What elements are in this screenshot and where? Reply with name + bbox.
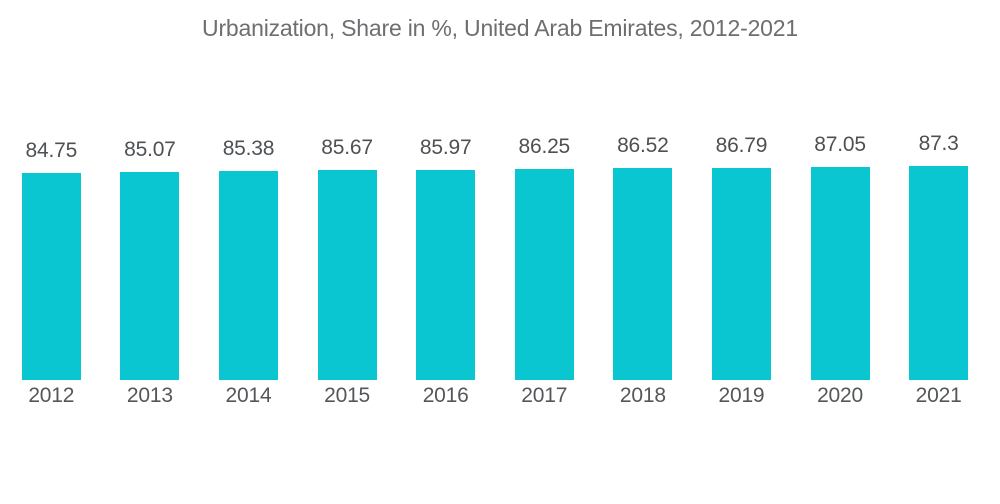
bar-column: 85.38 (199, 137, 298, 380)
x-tick-label: 2016 (422, 384, 469, 407)
bar-2016 (416, 170, 476, 380)
bar-2017 (514, 169, 574, 380)
x-axis: 2012 2013 2014 2015 2016 2017 2018 2019 2020 2021 (2, 384, 988, 408)
bar-column: 85.67 (298, 136, 397, 380)
bar-value-label: 84.75 (25, 139, 78, 162)
x-tick-label: 2019 (718, 384, 765, 407)
bar-value-label: 87.05 (814, 133, 866, 156)
bar-2014 (218, 171, 278, 380)
bar-2018 (613, 168, 673, 380)
x-tick-label: 2020 (817, 384, 863, 407)
x-tick-label: 2018 (619, 384, 666, 407)
bar-value-label: 85.38 (222, 137, 275, 160)
x-tick-label: 2014 (225, 384, 272, 407)
bar-value-label: 86.25 (518, 135, 571, 158)
bar-2021 (909, 166, 969, 380)
x-tick-label: 2012 (28, 384, 75, 407)
bar-column: 86.52 (594, 134, 693, 380)
bar-value-label: 85.67 (321, 136, 373, 159)
x-tick-label: 2015 (324, 384, 371, 407)
bar-2019 (711, 168, 771, 380)
bar-column: 84.75 (2, 139, 101, 380)
x-tick-label: 2013 (126, 384, 173, 407)
bar-2013 (120, 172, 180, 380)
bar-column: 87.3 (889, 132, 988, 380)
bar-column: 86.79 (692, 134, 791, 380)
chart-title: Urbanization, Share in %, United Arab Em… (202, 15, 798, 41)
bar-2020 (810, 167, 870, 380)
bar-column: 85.07 (101, 138, 200, 380)
bar-value-label: 86.52 (617, 134, 669, 157)
bar-value-label: 85.97 (419, 136, 472, 159)
bar-value-label: 87.3 (918, 132, 959, 155)
bar-column: 86.25 (495, 135, 594, 380)
bar-value-label: 85.07 (124, 138, 176, 161)
bar-2015 (317, 170, 377, 380)
bar-value-label: 86.79 (715, 134, 768, 157)
x-tick-label: 2017 (521, 384, 568, 407)
plot-area: 84.75 85.07 85.38 85.67 85.97 86.25 86.52 86.79… (2, 0, 988, 380)
x-tick-label: 2021 (915, 384, 962, 407)
bar-column: 87.05 (791, 133, 890, 380)
bar-column: 85.97 (396, 136, 495, 380)
bar-2012 (21, 173, 81, 380)
